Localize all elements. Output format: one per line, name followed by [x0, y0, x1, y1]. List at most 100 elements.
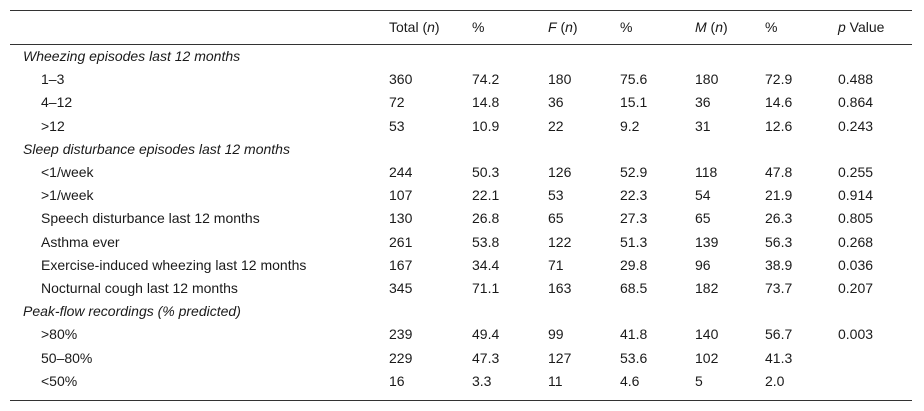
row-label: <50%	[41, 372, 78, 389]
data-cell: 0.036	[838, 256, 874, 273]
data-cell: 3.3	[472, 372, 492, 389]
row-label: <1/week	[41, 164, 94, 180]
header-text: n	[427, 19, 435, 35]
data-cell: 56.7	[765, 326, 793, 343]
header-text: p	[838, 19, 846, 35]
data-cell: 41.8	[620, 326, 648, 343]
row-label: Asthma ever	[41, 233, 120, 250]
section-label: Peak-flow recordings (% predicted)	[23, 303, 241, 320]
data-cell: 54	[695, 187, 711, 204]
header-text: Value	[845, 19, 885, 35]
data-cell: 345	[389, 280, 413, 296]
data-cell: 182	[695, 280, 719, 296]
data-cell: 99	[548, 326, 564, 343]
data-cell: 72.9	[765, 71, 793, 88]
row-label: 4–12	[41, 94, 73, 111]
data-cell: 14.6	[765, 94, 793, 111]
row-label: Exercise-induced wheezing last 12 months	[41, 256, 307, 273]
data-cell: 239	[389, 326, 413, 343]
bottom-rule	[10, 400, 912, 401]
row-label: Nocturnal cough last 12 months	[41, 280, 238, 296]
data-cell: 53.8	[472, 233, 500, 250]
data-cell: 68.5	[620, 280, 648, 296]
data-cell: 163	[548, 280, 572, 296]
data-cell: 41.3	[765, 349, 793, 366]
data-cell: 360	[389, 71, 413, 88]
header-cell: Total (n)	[389, 18, 440, 36]
data-cell: 75.6	[620, 71, 648, 88]
data-cell: 0.805	[838, 210, 874, 227]
data-cell: 0.243	[838, 117, 874, 134]
data-cell: 16	[389, 372, 405, 389]
data-cell: 27.3	[620, 210, 648, 227]
data-cell: 0.003	[838, 326, 874, 343]
data-cell: 167	[389, 256, 413, 273]
data-cell: 52.9	[620, 164, 648, 180]
header-text: Total (	[389, 19, 428, 35]
data-cell: 51.3	[620, 233, 648, 250]
data-cell: 72	[389, 94, 405, 111]
data-cell: 14.8	[472, 94, 500, 111]
data-cell: 31	[695, 117, 711, 134]
data-cell: 140	[695, 326, 719, 343]
data-cell: 22	[548, 117, 564, 134]
header-cell: M (n)	[695, 18, 728, 36]
header-rule	[10, 44, 912, 45]
header-text: n	[565, 19, 573, 35]
data-cell: 0.864	[838, 94, 874, 111]
data-cell: 53.6	[620, 349, 648, 366]
data-cell: 102	[695, 349, 719, 366]
header-text: (	[556, 19, 566, 35]
data-cell: 96	[695, 256, 711, 273]
section-label: Sleep disturbance episodes last 12 month…	[23, 140, 290, 157]
data-cell: 11	[548, 372, 563, 389]
data-cell: 2.0	[765, 372, 785, 389]
data-cell: 0.255	[838, 164, 874, 180]
header-cell: F (n)	[548, 18, 578, 36]
header-text: )	[572, 19, 578, 35]
data-cell: 15.1	[620, 94, 648, 111]
data-cell: 26.3	[765, 210, 793, 227]
data-cell: 118	[695, 164, 718, 180]
data-cell: 0.207	[838, 280, 874, 296]
data-cell: 0.914	[838, 187, 874, 204]
data-cell: 130	[389, 210, 413, 227]
data-cell: 65	[695, 210, 711, 227]
data-cell: 180	[548, 71, 572, 88]
data-cell: 56.3	[765, 233, 793, 250]
data-cell: 0.488	[838, 71, 874, 88]
header-text: )	[434, 19, 440, 35]
header-text: %	[620, 19, 633, 35]
data-cell: 139	[695, 233, 719, 250]
row-label: 50–80%	[41, 349, 93, 366]
data-cell: 26.8	[472, 210, 500, 227]
data-cell: 36	[695, 94, 711, 111]
top-rule	[10, 10, 912, 11]
data-cell: 4.6	[620, 372, 640, 389]
header-cell: %	[765, 18, 777, 36]
data-cell: 261	[389, 233, 413, 250]
data-cell: 71	[548, 256, 564, 273]
header-text: M	[695, 19, 707, 35]
data-cell: 10.9	[472, 117, 500, 134]
data-cell: 38.9	[765, 256, 793, 273]
header-cell: %	[472, 18, 484, 36]
data-cell: 71.1	[472, 280, 500, 296]
header-text: %	[765, 19, 778, 35]
data-cell: 29.8	[620, 256, 648, 273]
data-cell: 244	[389, 164, 413, 180]
row-label: >12	[41, 117, 65, 134]
data-cell: 12.6	[765, 117, 793, 134]
data-cell: 49.4	[472, 326, 500, 343]
row-label: >1/week	[41, 187, 94, 204]
data-cell: 5	[695, 372, 703, 389]
data-cell: 73.7	[765, 280, 793, 296]
row-label: Speech disturbance last 12 months	[41, 210, 260, 227]
section-label: Wheezing episodes last 12 months	[23, 48, 241, 64]
data-cell: 229	[389, 349, 413, 366]
header-text: %	[472, 19, 485, 35]
header-cell: p Value	[838, 18, 884, 36]
header-text: (	[706, 19, 716, 35]
data-cell: 34.4	[472, 256, 500, 273]
